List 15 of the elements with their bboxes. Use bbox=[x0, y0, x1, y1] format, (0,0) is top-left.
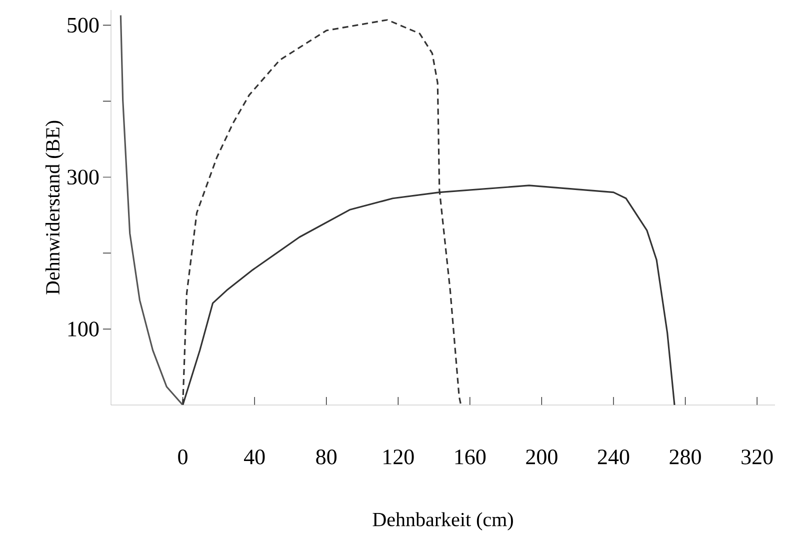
x-tick-label: 120 bbox=[384, 450, 414, 464]
y-tick-label: 300 bbox=[68, 170, 99, 185]
line-series bbox=[120, 14, 184, 405]
y-tick-label: 500 bbox=[68, 18, 99, 33]
y-axis-title: Dehnwiderstand (BE) bbox=[45, 120, 64, 294]
x-tick-label: 80 bbox=[316, 450, 337, 464]
y-tick-label: 100 bbox=[68, 322, 99, 336]
x-tick-label: 240 bbox=[598, 450, 630, 464]
x-tick-label: 0 bbox=[178, 450, 188, 464]
x-tick-label: 40 bbox=[244, 450, 265, 464]
x-axis-title: Dehnbarkeit (cm) bbox=[372, 512, 513, 530]
x-tick-label: 320 bbox=[742, 450, 773, 464]
x-tick-label: 200 bbox=[526, 450, 558, 464]
x-tick-label: 160 bbox=[455, 450, 486, 464]
x-tick-label: 280 bbox=[670, 450, 701, 464]
